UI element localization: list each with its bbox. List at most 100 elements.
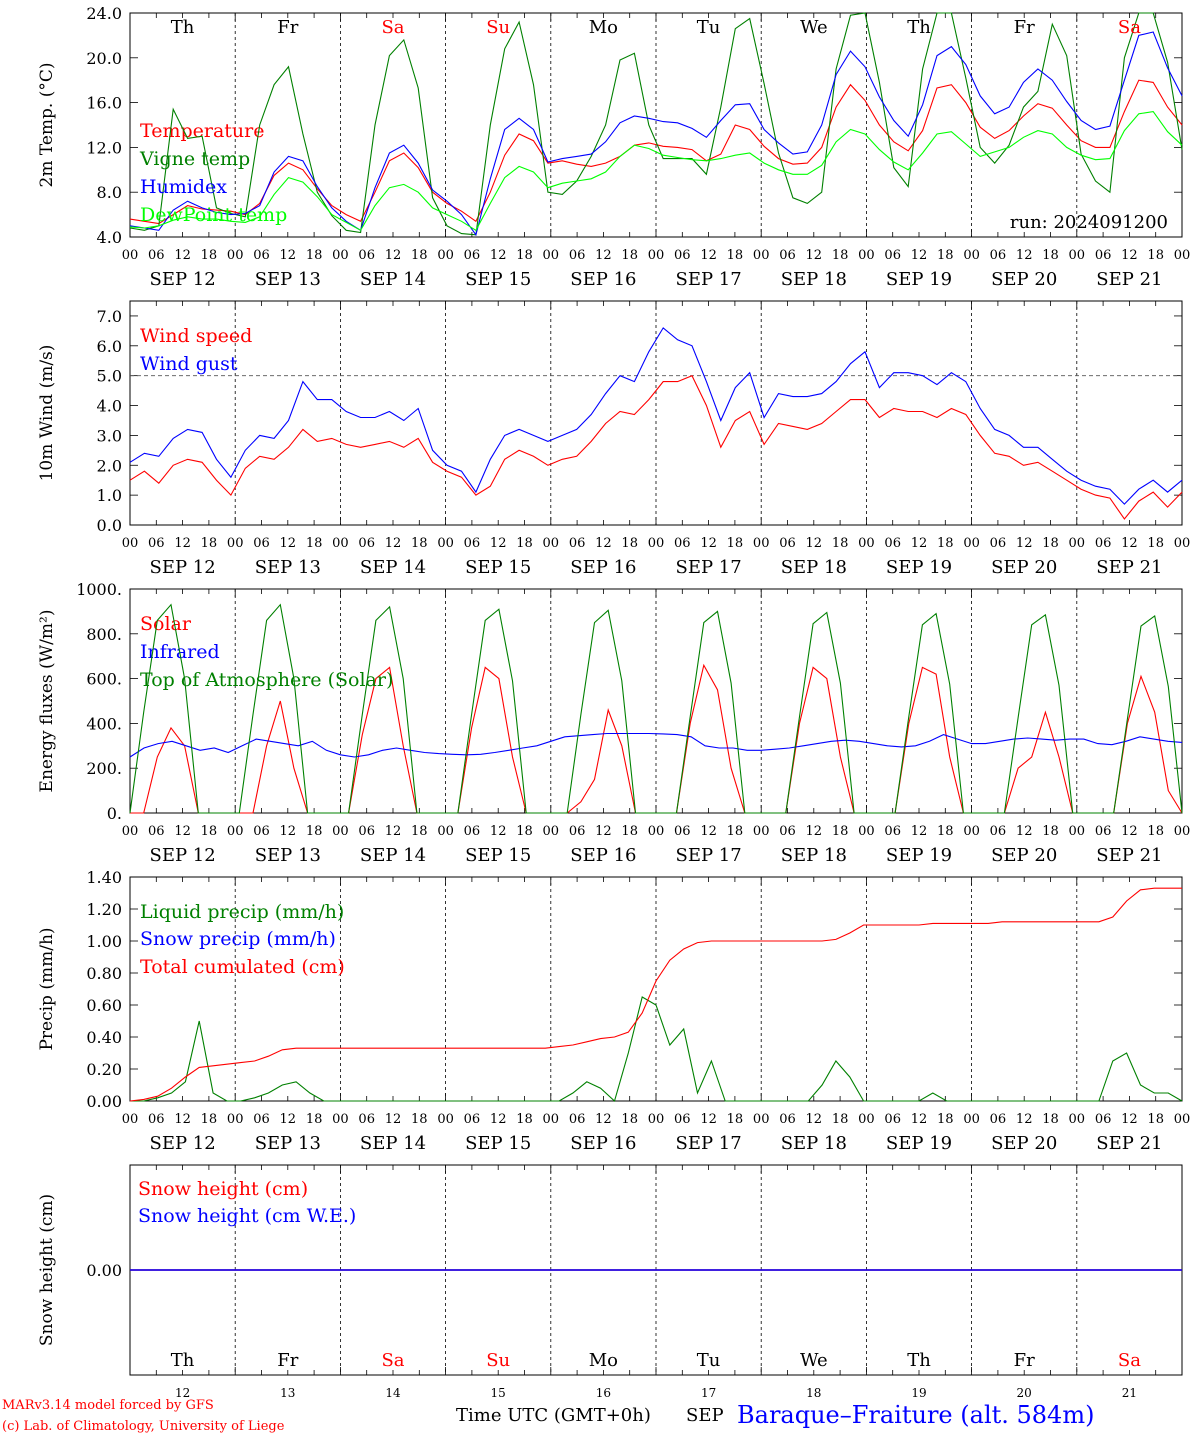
time-axis-label: Time UTC (GMT+0h)	[456, 1405, 651, 1426]
hour-label: 18	[832, 1112, 849, 1127]
date-label: SEP 20	[991, 1133, 1057, 1154]
y-tick-label: 600.	[86, 670, 122, 689]
day-name-label: Th	[171, 1350, 195, 1371]
hour-label: 00	[543, 1112, 560, 1127]
date-label: SEP 17	[675, 557, 741, 578]
hour-label: 06	[148, 536, 165, 551]
y-tick-label: 0.00	[86, 1261, 122, 1280]
date-label: SEP 18	[781, 845, 847, 866]
hour-label: 00	[543, 824, 560, 839]
hour-label: 00	[648, 824, 665, 839]
date-label: SEP 14	[360, 557, 426, 578]
hour-label: 12	[490, 1112, 507, 1127]
hour-label: 06	[148, 248, 165, 263]
hour-label: 18	[727, 248, 744, 263]
date-label: SEP 15	[465, 269, 531, 290]
legend-entry: Snow height (cm W.E.)	[138, 1205, 356, 1227]
y-tick-label: 4.0	[97, 397, 122, 416]
series-line-top-of-atmosphere-solar-	[129, 603, 1183, 814]
hour-label: 00	[753, 1112, 770, 1127]
hour-label: 06	[674, 1112, 691, 1127]
hour-label: 18	[621, 1112, 638, 1127]
hour-label: 00	[437, 1112, 454, 1127]
hour-label: 00	[1069, 1112, 1086, 1127]
date-label: SEP 12	[149, 1133, 215, 1154]
hour-label: 00	[332, 248, 349, 263]
hour-label: 18	[201, 248, 218, 263]
hour-label: 06	[990, 1112, 1007, 1127]
day-number-label: 15	[491, 1386, 506, 1400]
hour-label: 12	[385, 248, 402, 263]
hour-label: 06	[253, 248, 270, 263]
series-line-wind-speed	[129, 374, 1183, 520]
y-tick-label: 800.	[86, 625, 122, 644]
legend-entry: DewPoint temp	[140, 204, 287, 226]
panel-2: 0.0 1.0 2.0 3.0 4.0 5.0 6.0 7.0 10m Wind (m/s) Wi…	[37, 300, 1191, 578]
hour-label: 06	[358, 824, 375, 839]
hour-label: 12	[911, 1112, 928, 1127]
date-label: SEP 19	[886, 269, 952, 290]
legend-entry: Wind speed	[140, 325, 252, 347]
legend-entry: Snow precip (mm/h)	[140, 928, 336, 950]
hour-label: 00	[122, 824, 139, 839]
hour-label: 12	[280, 248, 297, 263]
hour-label: 00	[332, 1112, 349, 1127]
panel-1: 4.08.012.016.020.024.02m Temp. (°C) Tempe…	[37, 4, 1190, 290]
day-name-label: We	[800, 17, 828, 38]
hour-label: 12	[385, 1112, 402, 1127]
hour-label: 06	[990, 536, 1007, 551]
hour-label: 18	[1042, 1112, 1059, 1127]
hour-label: 00	[1069, 248, 1086, 263]
hour-label: 06	[779, 1112, 796, 1127]
hour-label: 06	[464, 536, 481, 551]
hour-label: 00	[227, 248, 244, 263]
hour-label: 06	[464, 248, 481, 263]
hour-label: 12	[700, 1112, 717, 1127]
hour-label: 00	[437, 824, 454, 839]
lab-credit: (c) Lab. of Climatology, University of L…	[2, 1419, 285, 1434]
y-tick-label: 0.0	[97, 516, 122, 535]
y-tick-label: 0.00	[86, 1092, 122, 1111]
y-tick-label: 8.0	[97, 183, 122, 202]
hour-label: 00	[437, 536, 454, 551]
day-number-label: 21	[1122, 1386, 1137, 1400]
hour-label: 00	[227, 824, 244, 839]
date-label: SEP 12	[149, 845, 215, 866]
hour-label: 12	[911, 824, 928, 839]
y-tick-label: 16.0	[86, 94, 122, 113]
hour-label: 12	[490, 248, 507, 263]
hour-label: 18	[621, 536, 638, 551]
hour-label: 12	[280, 1112, 297, 1127]
y-tick-label: 1000.	[76, 580, 122, 599]
day-name-label: Th	[907, 1350, 931, 1371]
hour-label: 00	[1174, 536, 1191, 551]
legend-entry: Liquid precip (mm/h)	[140, 901, 344, 923]
hour-label: 06	[569, 536, 586, 551]
hour-label: 06	[884, 536, 901, 551]
y-axis-label: Precip (mm/h)	[37, 927, 57, 1050]
day-name-label: Th	[171, 17, 195, 38]
hour-label: 18	[937, 824, 954, 839]
date-label: SEP 13	[255, 269, 321, 290]
y-tick-label: 20.0	[86, 49, 122, 68]
hour-label: 12	[490, 824, 507, 839]
panel-3: 0. 200. 400. 600. 800. 1000. Energy fluxes (W/…	[37, 580, 1190, 866]
hour-label: 06	[990, 824, 1007, 839]
hour-label: 12	[1016, 824, 1033, 839]
series-line-infrared	[129, 732, 1183, 758]
hour-label: 18	[727, 536, 744, 551]
date-label: SEP 14	[360, 845, 426, 866]
hour-label: 06	[674, 536, 691, 551]
hour-label: 18	[1147, 824, 1164, 839]
y-tick-label: 5.0	[97, 367, 122, 386]
y-tick-label: 0.	[107, 804, 122, 823]
date-label: SEP 21	[1096, 269, 1162, 290]
hour-label: 00	[858, 1112, 875, 1127]
hour-label: 18	[411, 536, 428, 551]
hour-label: 06	[253, 1112, 270, 1127]
y-tick-label: 1.0	[97, 486, 122, 505]
hour-label: 18	[516, 248, 533, 263]
hour-label: 18	[832, 248, 849, 263]
hour-label: 00	[753, 536, 770, 551]
hour-label: 12	[280, 824, 297, 839]
